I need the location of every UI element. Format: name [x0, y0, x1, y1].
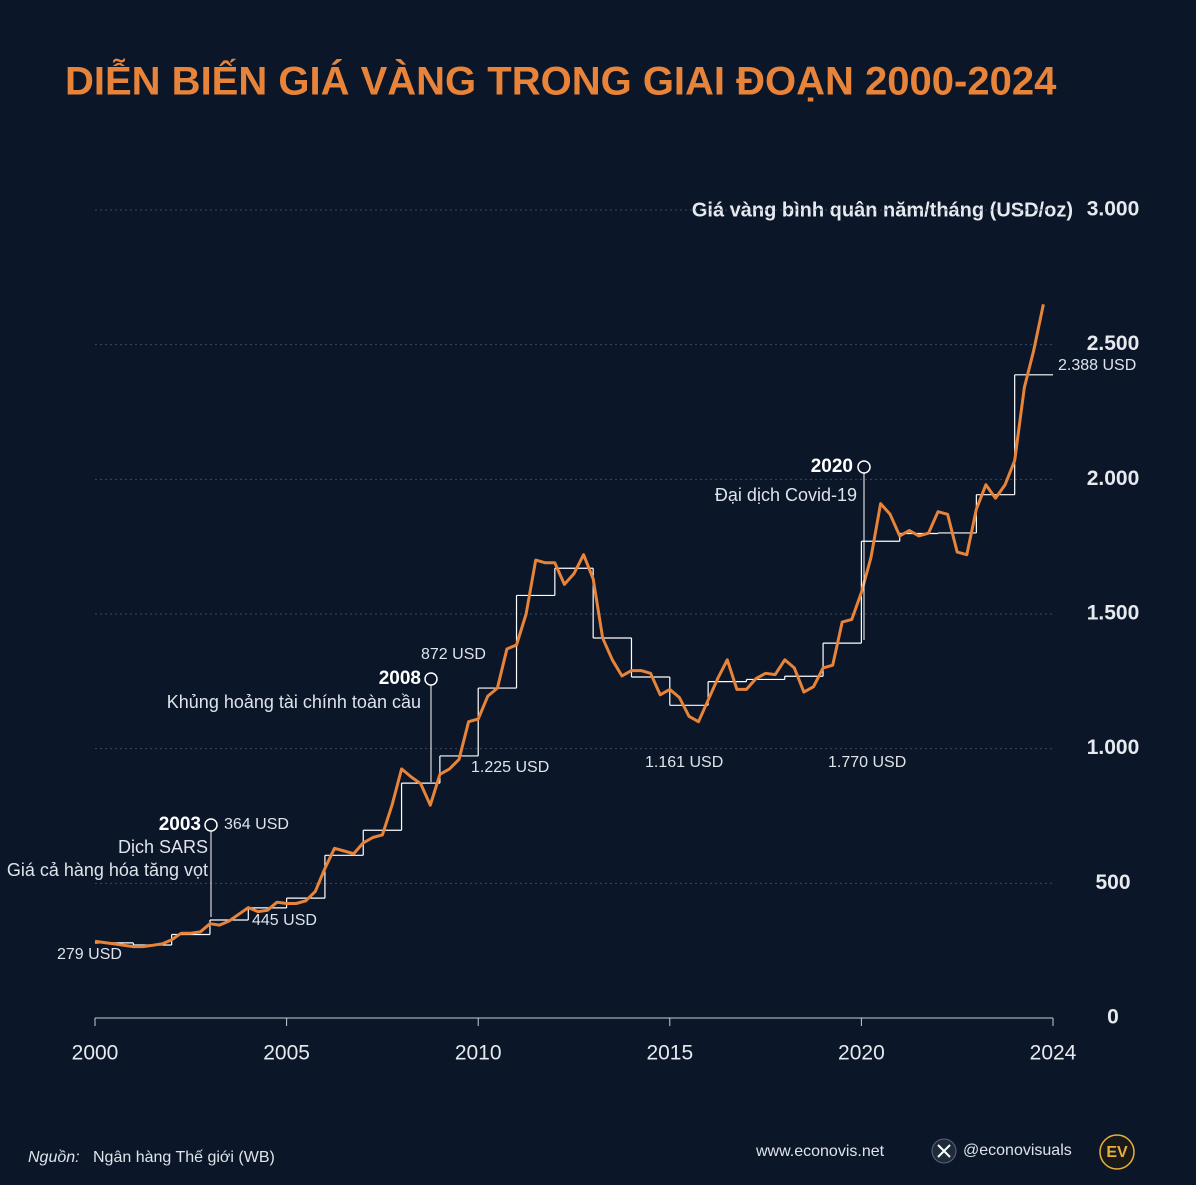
y-tick-label: 2.500 — [1087, 332, 1140, 355]
value-label: 279 USD — [57, 946, 122, 963]
annotation-marker — [424, 672, 438, 686]
y-tick-label: 1.500 — [1087, 602, 1140, 625]
annotation-text: Đại dịch Covid-19 — [715, 485, 857, 505]
source-label: Nguồn: — [28, 1149, 80, 1166]
y-tick-label: 500 — [1095, 871, 1130, 894]
annotation-text: Dịch SARS — [118, 837, 208, 857]
y-tick-label: 3.000 — [1087, 198, 1140, 221]
x-tick-label: 2020 — [838, 1042, 885, 1065]
value-label: 1.161 USD — [645, 754, 723, 771]
annotation-marker — [857, 460, 871, 474]
y-axis-label: Giá vàng bình quân năm/tháng (USD/oz) — [692, 199, 1073, 221]
value-label: 364 USD — [224, 816, 289, 833]
annotation-text: Khủng hoảng tài chính toàn cầu — [167, 692, 421, 712]
monthly-line — [94, 303, 1045, 949]
handle: @econovisuals — [963, 1142, 1072, 1159]
source: Ngân hàng Thế giới (WB) — [93, 1149, 275, 1166]
footer: Nguồn: Ngân hàng Thế giới (WB) www.econo… — [28, 1134, 1135, 1170]
value-label: 1.770 USD — [828, 754, 906, 771]
y-tick-label: 1.000 — [1087, 736, 1140, 759]
x-tick-label: 2015 — [646, 1042, 693, 1065]
annotation-year: 2020 — [811, 456, 853, 477]
annotation-year: 2008 — [379, 668, 421, 689]
chart-title: DIỄN BIẾN GIÁ VÀNG TRONG GIAI ĐOẠN 2000-… — [65, 58, 1057, 104]
logo-badge — [1099, 1134, 1135, 1170]
value-label: 872 USD — [421, 646, 486, 663]
x-tick-label: 2024 — [1030, 1042, 1077, 1065]
annotation-year: 2003 — [159, 814, 201, 835]
x-tick-label: 2000 — [72, 1042, 119, 1065]
website: www.econovis.net — [755, 1143, 885, 1160]
annotation-marker — [204, 818, 218, 832]
value-label: 445 USD — [252, 912, 317, 929]
logo: EV — [1106, 1144, 1128, 1161]
value-label: 2.388 USD — [1058, 357, 1136, 374]
x-tick-label: 2005 — [263, 1042, 310, 1065]
x-icon-glyph — [937, 1144, 951, 1158]
y-tick-label: 0 — [1107, 1006, 1119, 1029]
y-tick-label: 2.000 — [1087, 467, 1140, 490]
x-tick-label: 2010 — [455, 1042, 502, 1065]
annotation-text: Giá cả hàng hóa tăng vọt — [7, 860, 208, 880]
value-label: 1.225 USD — [471, 759, 549, 776]
